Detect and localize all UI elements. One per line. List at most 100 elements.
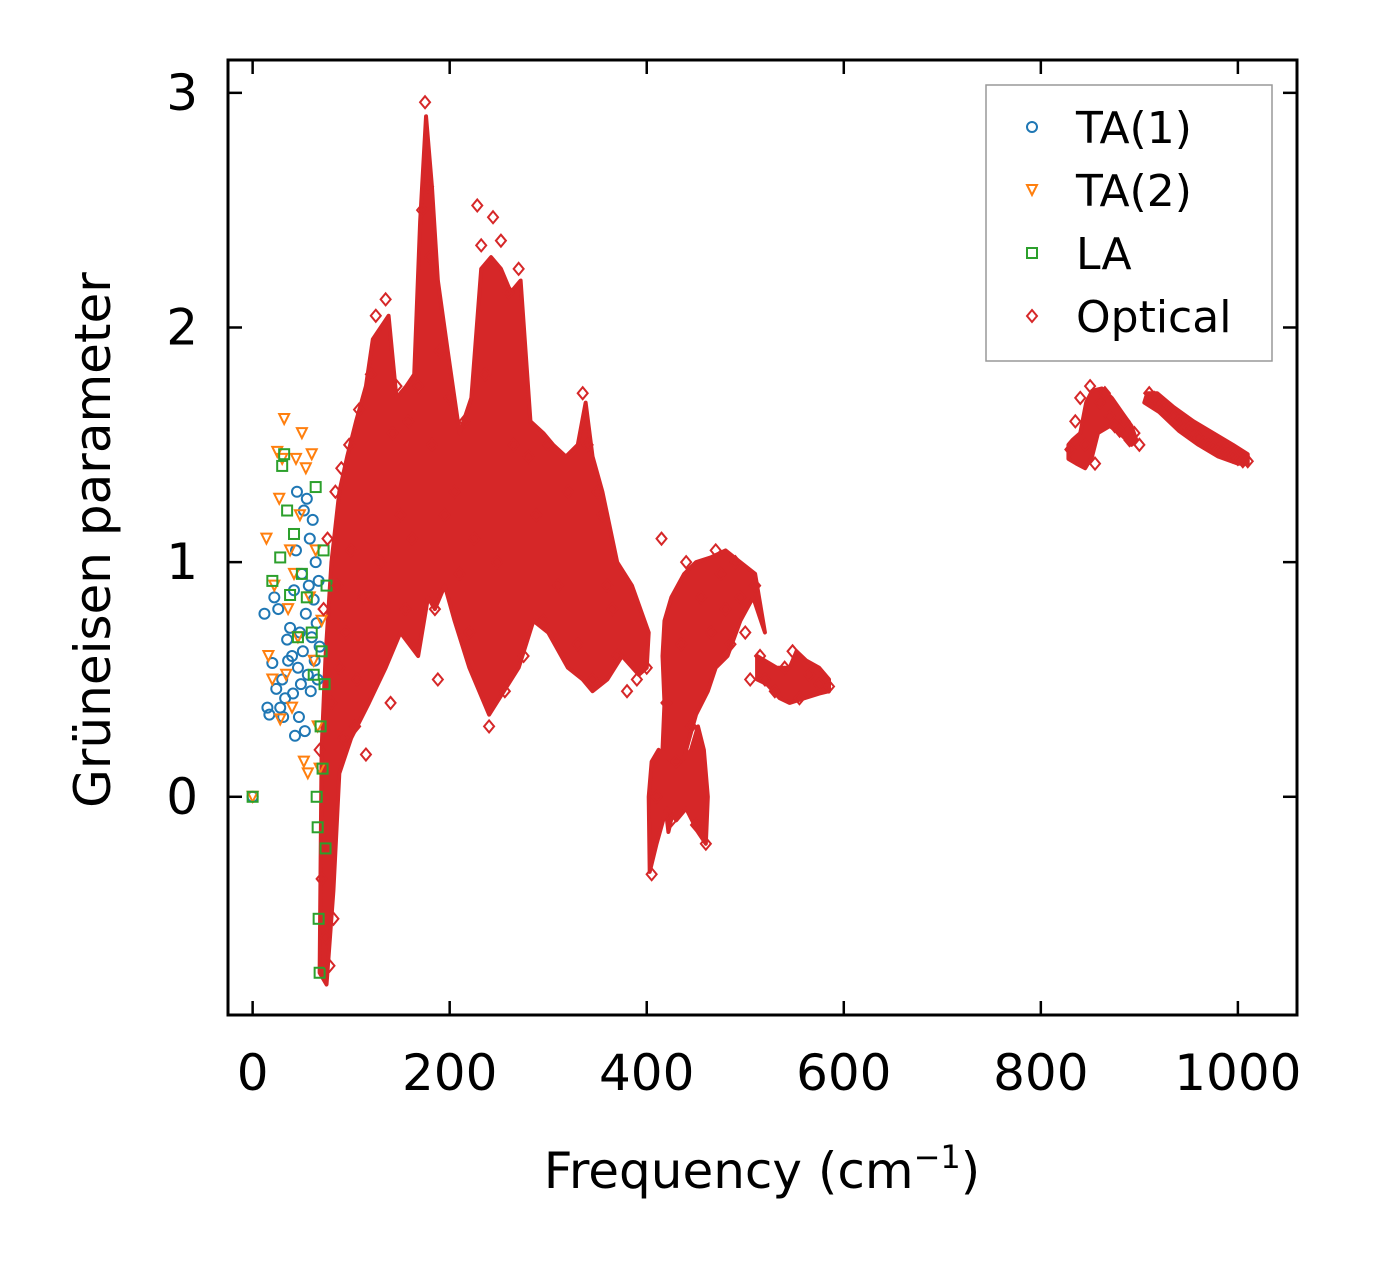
data-point bbox=[494, 233, 508, 249]
x-tick-label: 200 bbox=[402, 1044, 497, 1102]
data-point bbox=[246, 790, 259, 803]
data-point bbox=[286, 649, 299, 662]
legend-entry: Optical bbox=[1025, 292, 1231, 343]
data-point bbox=[423, 249, 437, 265]
data-point bbox=[288, 729, 301, 742]
data-point bbox=[802, 667, 816, 683]
data-point bbox=[259, 532, 274, 546]
data-point bbox=[276, 459, 289, 472]
data-point bbox=[470, 197, 484, 214]
legend-label: TA(2) bbox=[1075, 166, 1192, 217]
data-point bbox=[292, 711, 305, 724]
data-point bbox=[502, 284, 516, 300]
data-point bbox=[299, 462, 313, 476]
data-point bbox=[316, 762, 329, 775]
data-point bbox=[290, 485, 303, 498]
data-point bbox=[729, 554, 742, 570]
data-point bbox=[551, 578, 565, 594]
data-point bbox=[270, 682, 283, 695]
data-point bbox=[778, 660, 791, 676]
data-point bbox=[277, 711, 290, 724]
data-point bbox=[822, 678, 836, 695]
legend-entry: LA bbox=[1026, 229, 1132, 280]
data-point bbox=[743, 671, 757, 688]
data-point bbox=[374, 554, 388, 570]
data-point bbox=[284, 588, 297, 601]
data-point bbox=[679, 554, 693, 570]
data-point bbox=[640, 660, 654, 676]
data-point bbox=[302, 579, 315, 592]
x-axis-ticks: 0 200 400 600 800 1000 bbox=[237, 60, 1302, 1102]
data-point bbox=[289, 452, 303, 467]
x-tick-label: 800 bbox=[993, 1044, 1088, 1102]
data-point bbox=[768, 683, 782, 699]
data-point bbox=[1128, 425, 1141, 441]
x-tick-label: 400 bbox=[599, 1044, 694, 1102]
data-point bbox=[541, 437, 555, 453]
data-point bbox=[314, 720, 327, 733]
data-point bbox=[571, 636, 585, 652]
data-point bbox=[425, 437, 439, 453]
data-point bbox=[394, 507, 407, 523]
data-point bbox=[478, 366, 492, 382]
data-point bbox=[291, 631, 304, 644]
data-point bbox=[1069, 413, 1082, 429]
data-point bbox=[704, 624, 718, 641]
data-point bbox=[1073, 390, 1087, 406]
data-point bbox=[307, 654, 321, 668]
data-point bbox=[433, 343, 447, 359]
data-point bbox=[333, 660, 346, 676]
data-point bbox=[498, 683, 512, 699]
data-point bbox=[310, 790, 323, 803]
data-point bbox=[415, 202, 429, 218]
data-point bbox=[581, 437, 594, 453]
x-axis-label: Frequency (cm−1) bbox=[544, 1138, 981, 1200]
data-point bbox=[298, 725, 311, 738]
data-point bbox=[306, 513, 319, 526]
y-axis-ticks: 0 1 2 3 bbox=[166, 64, 1297, 826]
data-point bbox=[313, 742, 326, 758]
data-point bbox=[356, 589, 370, 605]
data-point bbox=[294, 678, 307, 691]
data-point bbox=[401, 413, 415, 429]
data-point bbox=[321, 531, 334, 547]
data-point bbox=[278, 448, 291, 461]
data-point bbox=[610, 648, 624, 664]
data-point bbox=[453, 566, 466, 582]
legend: TA(1) TA(2) LA Optical bbox=[985, 84, 1273, 362]
data-point bbox=[645, 866, 658, 882]
data-point bbox=[296, 645, 309, 658]
data-point bbox=[312, 912, 325, 925]
data-point bbox=[287, 687, 300, 700]
data-point bbox=[812, 676, 826, 692]
data-point bbox=[591, 484, 604, 500]
data-point bbox=[724, 636, 737, 652]
x-tick-label: 1000 bbox=[1174, 1044, 1301, 1102]
data-point bbox=[530, 507, 543, 523]
data-point bbox=[517, 648, 530, 664]
data-point bbox=[277, 413, 291, 427]
data-point bbox=[279, 668, 293, 683]
data-point bbox=[336, 730, 350, 746]
data-point bbox=[384, 695, 397, 711]
data-point bbox=[319, 930, 332, 946]
data-point bbox=[258, 607, 271, 620]
data-point bbox=[274, 551, 287, 564]
data-point bbox=[266, 574, 279, 587]
data-point bbox=[261, 649, 276, 664]
data-point bbox=[586, 671, 599, 688]
data-point bbox=[399, 601, 412, 617]
data-point bbox=[285, 701, 299, 715]
legend-entry: TA(1) bbox=[1026, 103, 1192, 154]
data-point bbox=[1078, 437, 1092, 453]
data-point bbox=[348, 718, 362, 734]
data-point bbox=[364, 366, 378, 382]
data-point bbox=[694, 589, 708, 605]
legend-marker bbox=[1026, 247, 1038, 259]
data-point bbox=[305, 448, 319, 462]
data-point bbox=[315, 871, 328, 887]
data-point bbox=[605, 601, 619, 617]
data-point bbox=[674, 636, 688, 652]
data-point bbox=[311, 821, 324, 834]
data-point bbox=[650, 789, 663, 805]
